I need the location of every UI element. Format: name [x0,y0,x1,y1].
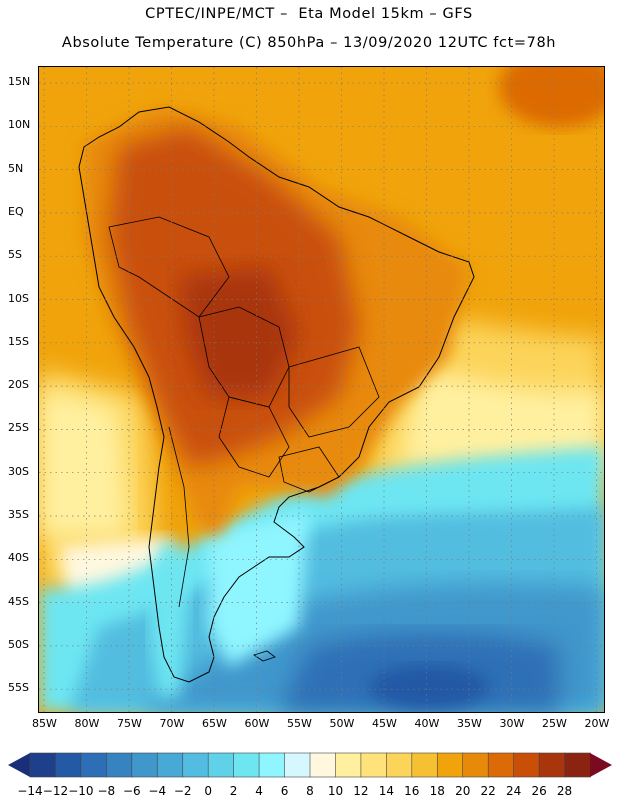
lat-label: 25S [8,421,29,435]
lon-label: 40W [414,717,440,730]
colorbar-tick-label: −8 [97,784,116,798]
colorbar-tick-label: −12 [42,784,69,798]
colorbar-tick-label: 20 [455,784,471,798]
colorbar-cell [80,752,108,778]
lat-label: 55S [8,681,29,695]
colorbar-cell [564,752,591,778]
colorbar-cell [233,752,260,778]
colorbar-tick-label: −6 [122,784,141,798]
colorbar-cell [538,752,566,778]
lat-label: 10N [8,118,31,132]
colorbar-cell [156,752,184,778]
colorbar-cell [258,752,286,778]
colorbar-cell [513,752,540,778]
warm-patch-northeast [499,67,604,127]
lon-label: 35W [457,717,482,730]
map-panel [38,66,605,713]
colorbar-tick-label: 4 [255,784,263,798]
colorbar-cell [360,752,388,778]
colorbar-cell [207,752,235,778]
lon-label: 25W [542,717,567,730]
colorbar-cell [182,752,209,778]
lat-label: 30S [8,464,29,478]
colorbar-tick-label: 8 [306,784,314,798]
temperature-map [39,67,604,712]
colorbar-cell [309,752,337,778]
lat-label: 50S [8,637,29,651]
south-america-coastline [78,106,475,683]
lat-label: 45S [8,594,29,608]
colorbar-cell [462,752,489,778]
colorbar-cell [284,752,311,778]
lat-label: 40S [8,551,29,565]
colorbar-tick-label: 16 [404,784,420,798]
colorbar-tick-label: −2 [173,784,192,798]
colorbar-tick-label: 10 [327,784,344,798]
colorbar-tick-label: 24 [505,784,522,798]
colorbar-cell [436,752,464,778]
colorbar-min-arrow [8,753,30,777]
lon-label: 80W [74,717,100,730]
lon-label: 75W [117,717,142,730]
lat-label: 10S [8,291,29,305]
colorbar-tick-label: 22 [480,784,496,798]
colorbar-max-arrow [590,753,612,777]
colorbar-tick-label: 18 [429,784,445,798]
colorbar-tick-label: 26 [531,784,547,798]
colorbar-tick-label: 28 [556,784,573,798]
title-line-1: CPTEC/INPE/MCT – Eta Model 15km – GFS [145,6,473,22]
colorbar-tick-label: 2 [229,784,238,798]
colorbar-cell [335,752,362,778]
colorbar-cell [411,752,439,778]
colorbar-tick-label: 0 [204,784,212,798]
lat-label: EQ [8,204,24,218]
colorbar-cell [55,752,82,778]
lon-label: 70W [159,717,185,730]
lat-label: 5N [8,161,24,175]
colorbar [8,752,612,778]
lat-label: 35S [8,508,29,521]
lon-label: 85W [32,717,57,730]
falkland-islands [253,650,276,662]
lat-label: 20S [8,378,29,392]
lon-label: 30W [499,717,525,730]
lat-label: 5S [8,248,22,262]
lon-label: 50W [329,717,355,730]
colorbar-tick-label: −10 [68,784,94,798]
colorbar-tick-label: −4 [148,784,167,798]
lon-label: 55W [287,717,312,730]
lon-label: 20W [584,717,610,730]
colorbar-tick-label: −14 [17,784,43,798]
lat-label: 15N [8,75,31,88]
colorbar-cell [106,752,133,778]
lat-label: 15S [8,334,29,348]
lat-lon-grid [39,67,604,712]
lon-label: 60W [244,717,270,730]
colorbar-cell [487,752,515,778]
cold-core [369,665,489,709]
colorbar-cell [131,752,159,778]
colorbar-cell [386,752,413,778]
colorbar-cell [29,752,57,778]
lon-label: 65W [202,717,227,730]
colorbar-tick-label: 6 [280,784,289,798]
title-line-2: Absolute Temperature (C) 850hPa – 13/09/… [61,35,557,51]
lon-label: 45W [372,717,397,730]
colorbar-tick-label: 14 [378,784,394,798]
colorbar-tick-label: 12 [353,784,369,798]
